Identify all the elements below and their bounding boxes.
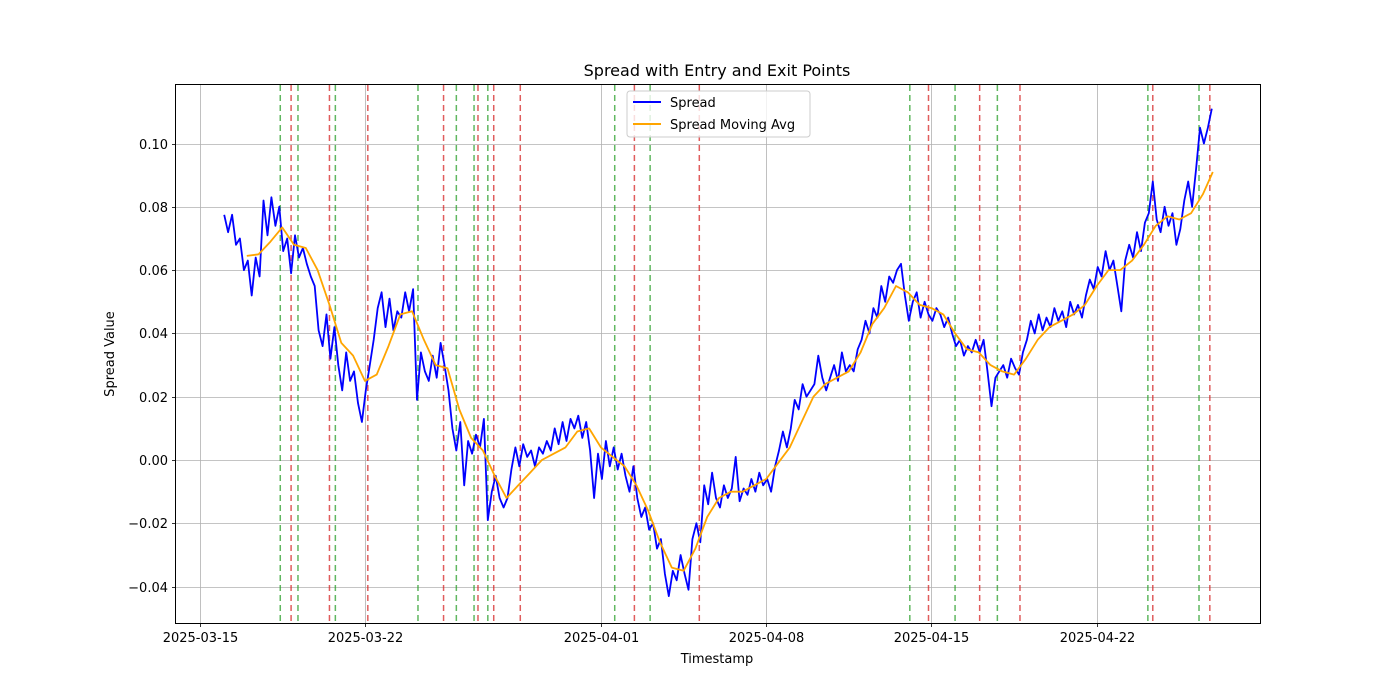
plot-frame [175, 84, 1261, 624]
x-tick-label: 2025-04-15 [894, 631, 970, 646]
y-tick-label: −0.04 [128, 581, 168, 596]
legend-label-moving-avg: Spread Moving Avg [670, 118, 795, 133]
legend-box [626, 90, 811, 138]
y-tick-label: −0.02 [128, 517, 168, 532]
x-tick-label: 2025-03-22 [328, 631, 404, 646]
y-tick-label: 0.04 [139, 327, 168, 342]
legend-label-spread: Spread [670, 96, 716, 111]
grid [176, 85, 1260, 623]
spread-line [223, 108, 1213, 597]
spread-moving-avg-line [246, 171, 1214, 572]
x-tick-label: 2025-03-15 [163, 631, 239, 646]
x-axis-ticks: 2025-03-15 2025-03-22 2025-04-01 2025-04-08… [163, 623, 1136, 646]
y-axis-label: Spread Value [103, 311, 118, 397]
x-tick-label: 2025-04-01 [564, 631, 640, 646]
y-tick-label: 0.00 [139, 454, 168, 469]
x-axis-label: Timestamp [680, 652, 754, 667]
y-tick-label: 0.02 [139, 391, 168, 406]
legend: Spread Spread Moving Avg [626, 90, 811, 138]
chart-title: Spread with Entry and Exit Points [584, 61, 851, 80]
y-tick-label: 0.08 [139, 201, 168, 216]
y-tick-label: 0.10 [139, 138, 168, 153]
y-tick-label: 0.06 [139, 264, 168, 279]
series-lines [223, 108, 1214, 597]
x-tick-label: 2025-04-22 [1060, 631, 1136, 646]
y-axis-ticks: −0.04 −0.02 0.00 0.02 0.04 0.06 0.08 0.10 [128, 138, 176, 596]
x-tick-label: 2025-04-08 [729, 631, 805, 646]
